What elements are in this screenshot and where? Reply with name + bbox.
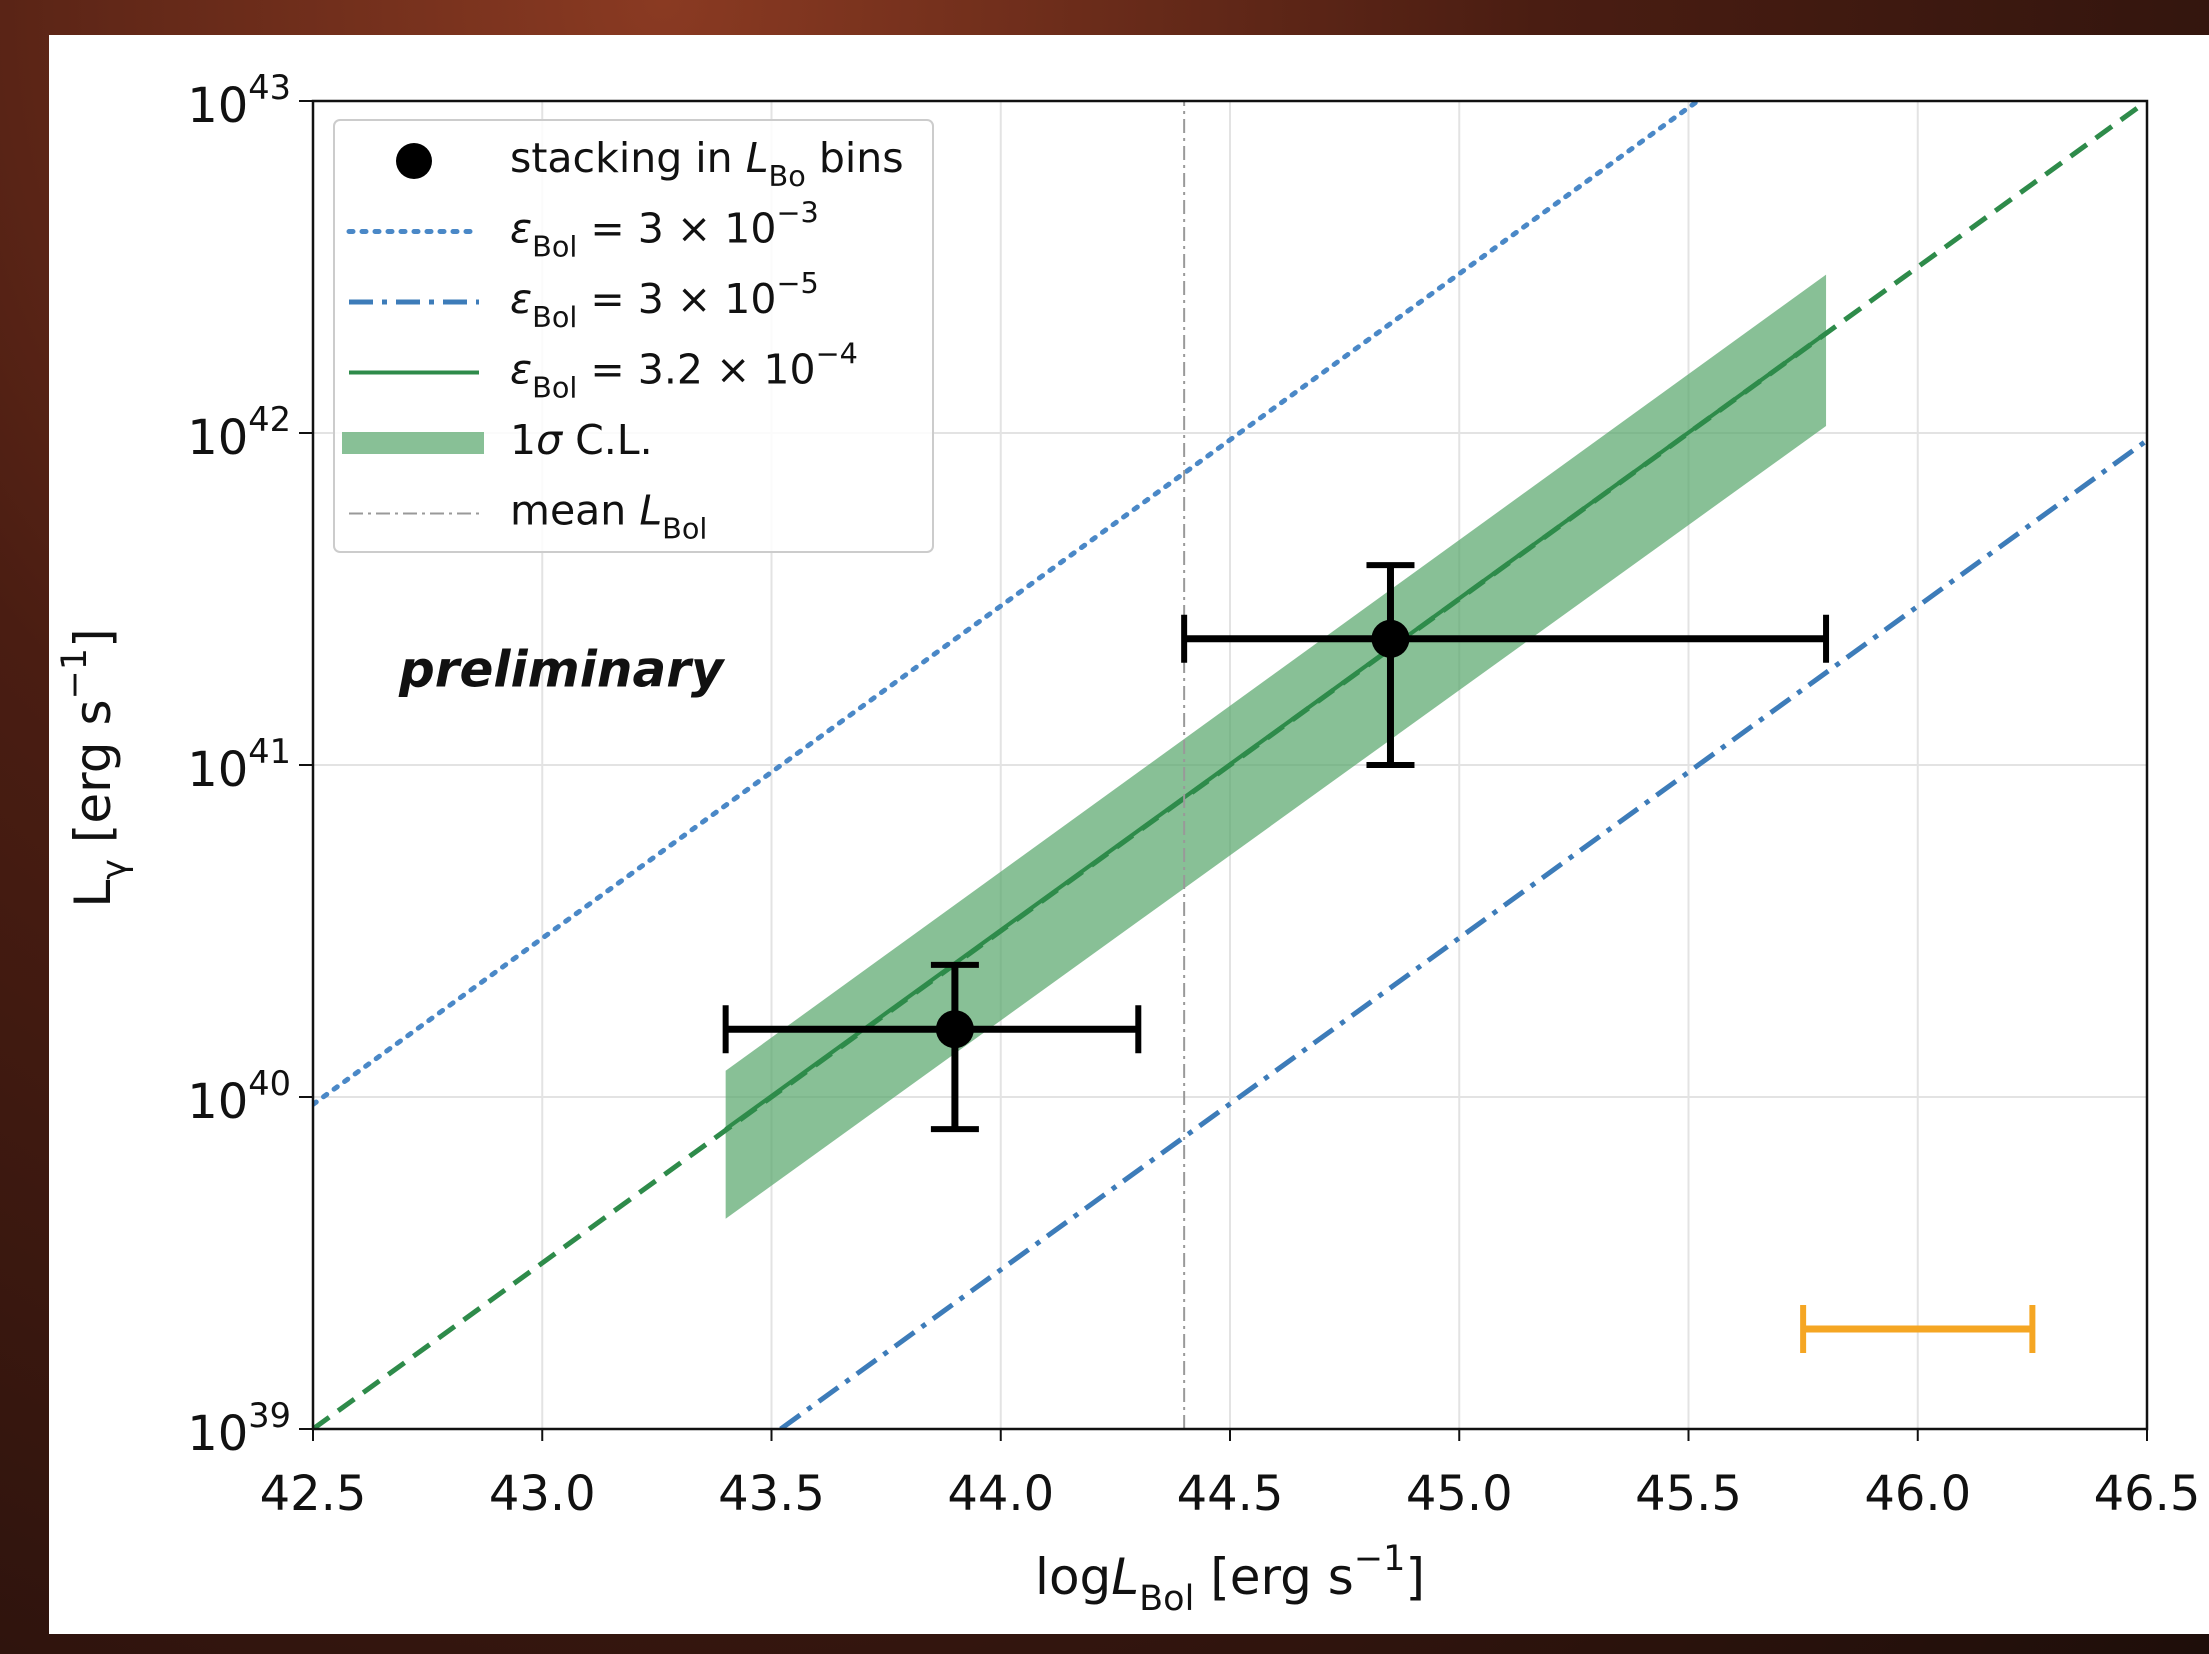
legend-label-part: ε <box>510 275 532 323</box>
marker <box>1371 619 1410 658</box>
x-axis-label-part: −1 <box>1354 1539 1406 1579</box>
y-tick-label-part: 10 <box>187 78 248 134</box>
y-tick-label-part: 10 <box>187 410 248 466</box>
legend-label-part: σ <box>536 416 564 464</box>
legend-swatch <box>342 432 484 454</box>
legend-label-part: L <box>639 487 662 535</box>
x-axis-label-part: ] <box>1405 1548 1425 1606</box>
x-axis-label-part: log <box>1035 1548 1111 1606</box>
legend-label-part: Bol <box>532 300 577 334</box>
axes-frame <box>311 99 2149 1431</box>
y-tick-label-part: 43 <box>248 68 291 107</box>
annotation: preliminary <box>398 641 726 699</box>
x-axis-label-part: [erg s <box>1194 1548 1354 1606</box>
y-tick-label-part: 10 <box>187 1406 248 1462</box>
confidence-band <box>725 274 1827 1219</box>
marker <box>935 1010 974 1049</box>
y-axis-label-part: L <box>64 880 122 908</box>
y-tick-label: 1039 <box>187 1396 291 1462</box>
legend-label: εBol = 3 × 10−5 <box>510 266 819 334</box>
y-tick-label-part: 10 <box>187 1074 248 1130</box>
y-axis-label-part: γ <box>95 859 135 880</box>
legend-label-part: = 3 × 10 <box>577 205 776 253</box>
legend-label-part: ε <box>510 346 532 394</box>
line-solid <box>724 331 1828 1131</box>
legend-label-part: Bol <box>662 512 707 546</box>
y-axis-label-part: −1 <box>55 648 95 700</box>
legend-label-part: L <box>746 134 769 182</box>
legend-label-part: = 3 × 10 <box>577 275 776 323</box>
legend-label-part: = 3.2 × 10 <box>577 346 815 394</box>
legend-label-part: C.L. <box>562 416 653 464</box>
x-tick-label: 43.5 <box>718 1466 825 1522</box>
x-tick-label: 45.5 <box>1635 1466 1742 1522</box>
y-tick-label: 1040 <box>187 1064 291 1130</box>
legend-label-part: −4 <box>816 337 858 371</box>
legend-label-part: Bol <box>532 371 577 405</box>
y-tick-label: 1041 <box>187 732 291 798</box>
legend-label-part: −3 <box>776 196 818 230</box>
x-tick-label: 45.0 <box>1406 1466 1513 1522</box>
y-axis-label-part: ] <box>64 628 122 648</box>
legend-label-part: −5 <box>776 266 818 300</box>
x-tick-label: 42.5 <box>260 1466 367 1522</box>
y-tick-label-part: 40 <box>248 1064 291 1103</box>
y-tick-label-part: 41 <box>248 732 291 771</box>
legend-label-part: 1 <box>510 416 536 464</box>
legend-marker <box>396 143 432 179</box>
data-point <box>1181 562 1830 768</box>
legend-label: mean LBol <box>510 487 707 546</box>
x-tick-label: 46.5 <box>2094 1466 2201 1522</box>
line-dotted <box>313 101 1701 1107</box>
y-tick-label-part: 39 <box>248 1396 291 1435</box>
legend-label-part: ε <box>510 205 532 253</box>
y-tick-label-part: 10 <box>187 742 248 798</box>
legend-label-part: Bol <box>532 230 577 264</box>
y-tick-label: 1043 <box>187 68 291 134</box>
x-tick-label: 43.0 <box>489 1466 596 1522</box>
legend-label-part: bins <box>806 134 904 182</box>
legend-label: εBol = 3 × 10−3 <box>510 196 819 264</box>
legend-label: stacking in LBo bins <box>510 134 904 193</box>
range-bar <box>1800 1305 2036 1354</box>
y-axis-label: Lγ [erg s−1] <box>55 628 135 907</box>
x-tick-label: 46.0 <box>1864 1466 1971 1522</box>
x-axis-label-part: L <box>1111 1548 1139 1606</box>
data-point <box>722 961 1142 1133</box>
y-tick-label-part: 42 <box>248 400 291 439</box>
x-tick-label: 44.0 <box>947 1466 1054 1522</box>
x-axis-label-part: Bol <box>1139 1579 1194 1619</box>
legend-label-part: mean <box>510 487 639 535</box>
legend-label: 1σ C.L. <box>510 416 653 464</box>
legend-label-part: stacking in <box>510 134 746 182</box>
x-axis-label: logLBol [erg s−1] <box>1035 1539 1425 1619</box>
legend-label: εBol = 3.2 × 10−4 <box>510 337 858 405</box>
y-tick-label: 1042 <box>187 400 291 466</box>
x-tick-label: 44.5 <box>1177 1466 1284 1522</box>
legend-label-part: Bo <box>769 159 806 193</box>
plot-area <box>313 101 2147 1429</box>
y-axis-label-part: [erg s <box>64 700 122 860</box>
